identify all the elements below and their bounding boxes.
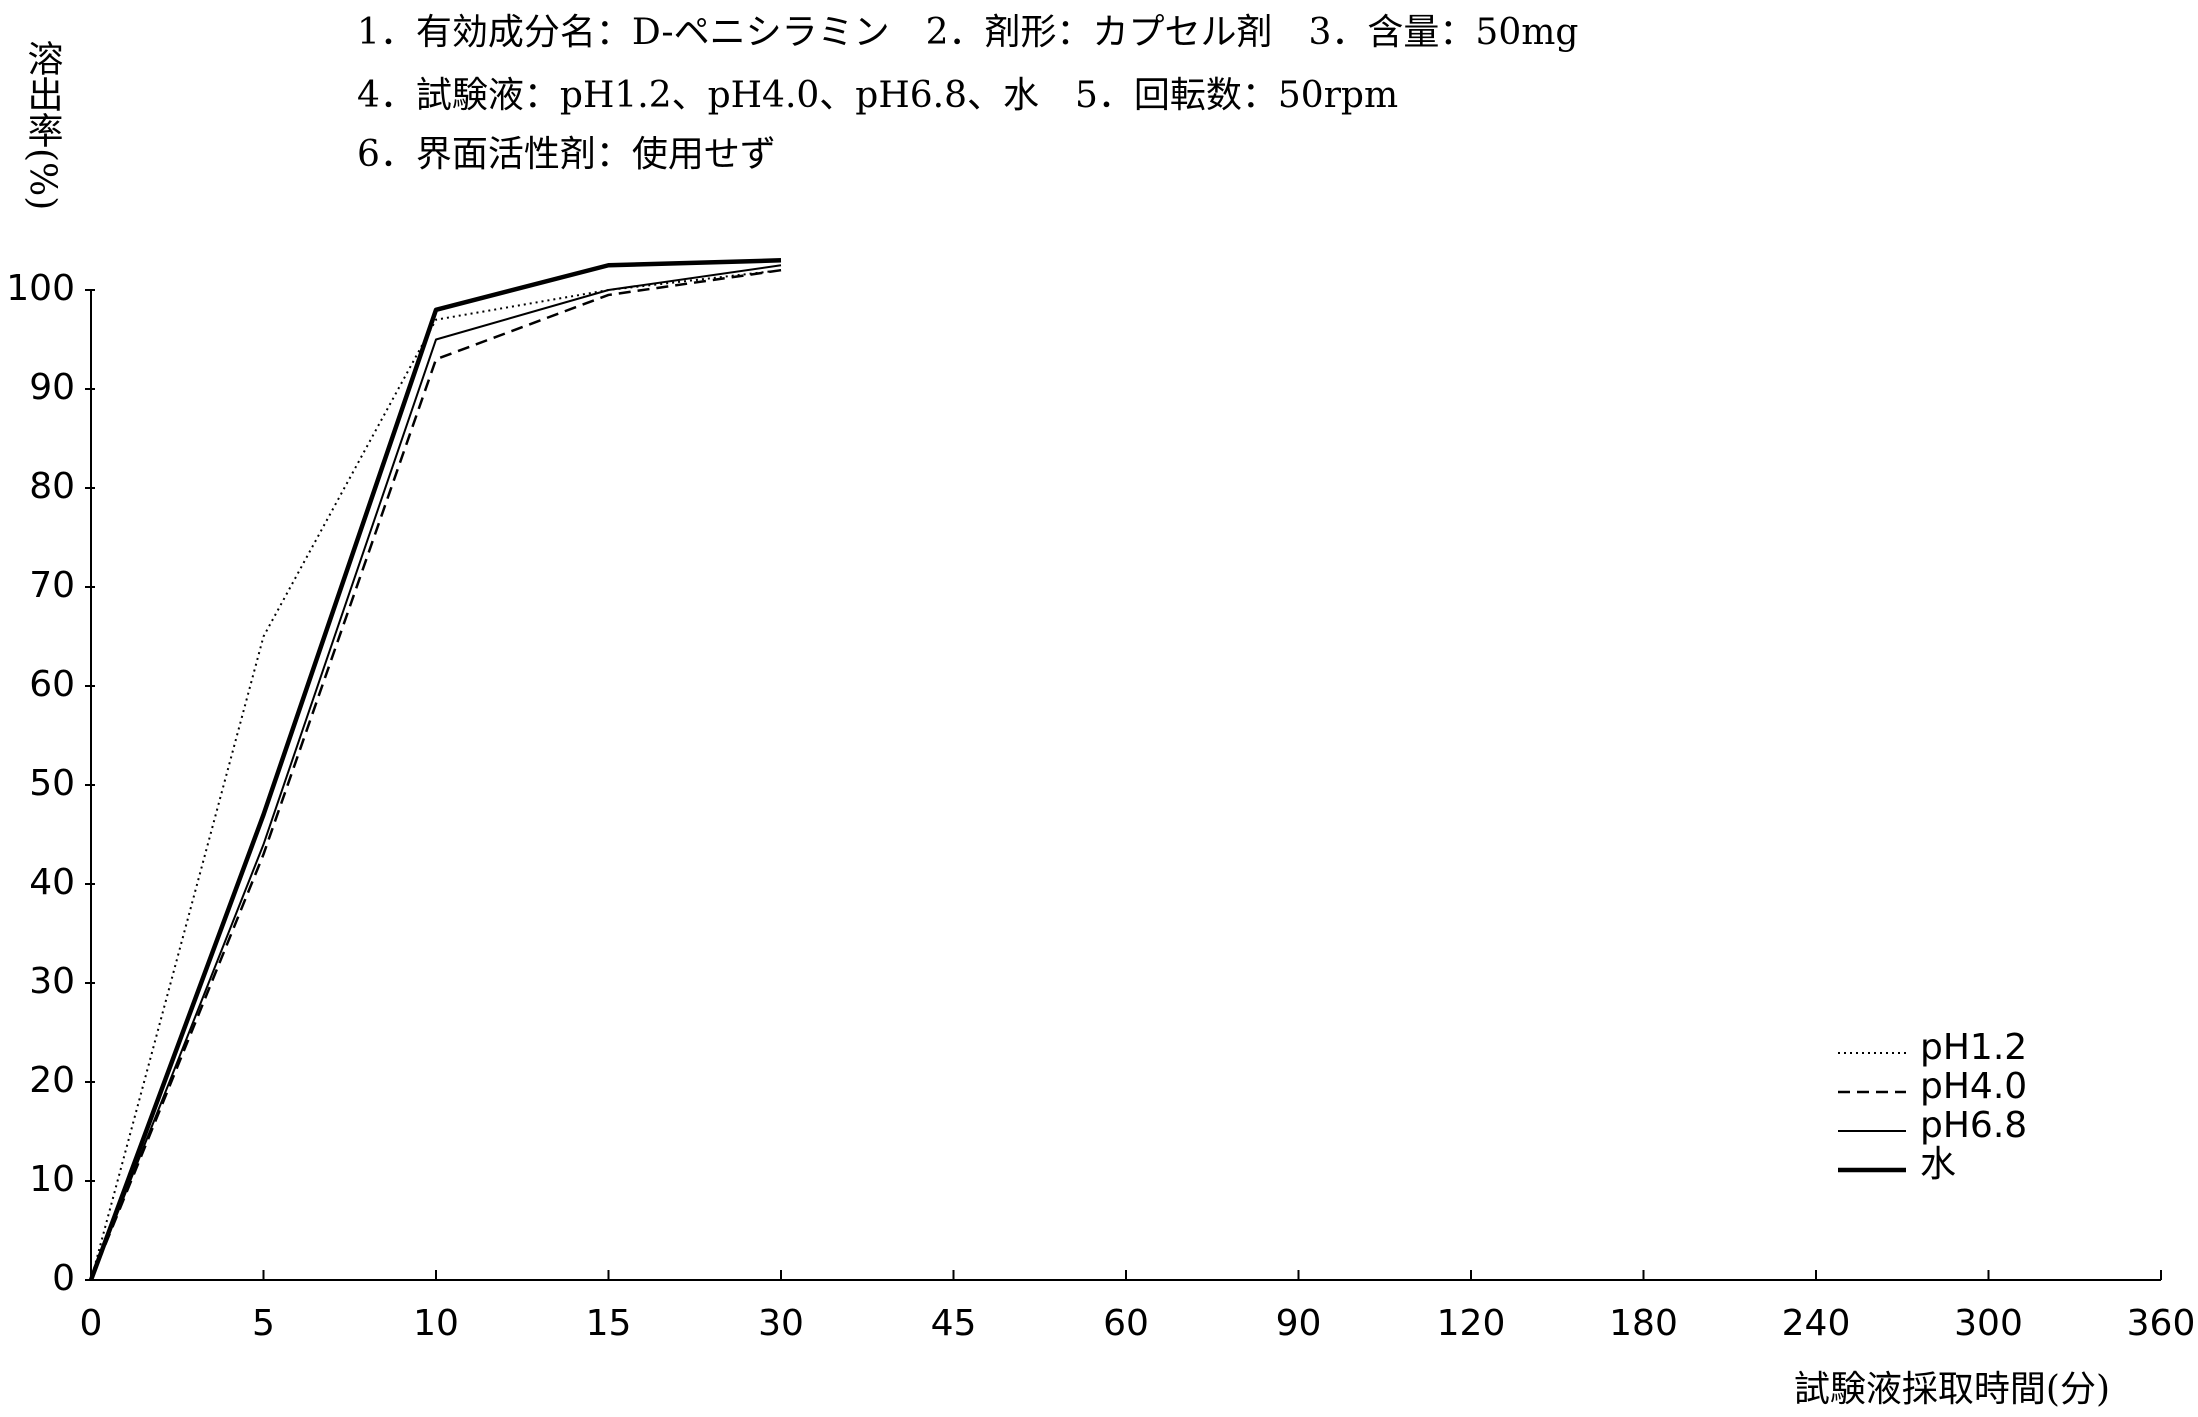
x-tick-label: 90 (1276, 1303, 1322, 1344)
x-tick-label: 10 (413, 1303, 459, 1344)
legend-label: 水 (1920, 1144, 1956, 1185)
y-tick-label: 10 (29, 1159, 75, 1200)
x-tick-label: 0 (80, 1303, 103, 1344)
y-tick-label: 90 (29, 367, 75, 408)
header-line: 1．有効成分名：D-ペニシラミン 2．剤形：カプセル剤 3．含量：50mg (357, 12, 1578, 53)
legend-label: pH6.8 (1920, 1105, 2027, 1146)
x-tick-label: 45 (931, 1303, 977, 1344)
x-tick-label: 60 (1103, 1303, 1149, 1344)
series-line (90, 269, 782, 1281)
x-tick-label: 180 (1609, 1303, 1678, 1344)
header-line: 4．試験液：pH1.2、pH4.0、pH6.8、水 5．回転数：50rpm (357, 75, 1398, 116)
y-axis-label: 溶出率(%) (22, 40, 63, 211)
y-tick-label: 30 (29, 961, 75, 1002)
series-line (89, 268, 782, 1281)
series-line (90, 264, 782, 1281)
y-tick-label: 100 (6, 268, 75, 309)
x-tick-label: 360 (2127, 1303, 2196, 1344)
x-tick-label: 15 (586, 1303, 632, 1344)
y-tick-label: 80 (29, 466, 75, 507)
legend-label: pH4.0 (1920, 1066, 2027, 1107)
y-tick-label: 20 (29, 1060, 75, 1101)
y-tick-label: 50 (29, 763, 75, 804)
x-axis-label: 試験液採取時間(分) (1794, 1369, 2110, 1410)
x-tick-label: 5 (252, 1303, 275, 1344)
legend-label: pH1.2 (1920, 1027, 2027, 1068)
x-tick-label: 300 (1954, 1303, 2023, 1344)
x-tick-label: 240 (1782, 1303, 1851, 1344)
y-tick-label: 0 (52, 1258, 75, 1299)
y-tick-label: 60 (29, 664, 75, 705)
header-line: 6．界面活性剤：使用せず (357, 134, 776, 175)
y-tick-label: 70 (29, 565, 75, 606)
x-tick-label: 120 (1437, 1303, 1506, 1344)
y-tick-label: 40 (29, 862, 75, 903)
x-tick-label: 30 (758, 1303, 804, 1344)
series-line (88, 258, 782, 1281)
